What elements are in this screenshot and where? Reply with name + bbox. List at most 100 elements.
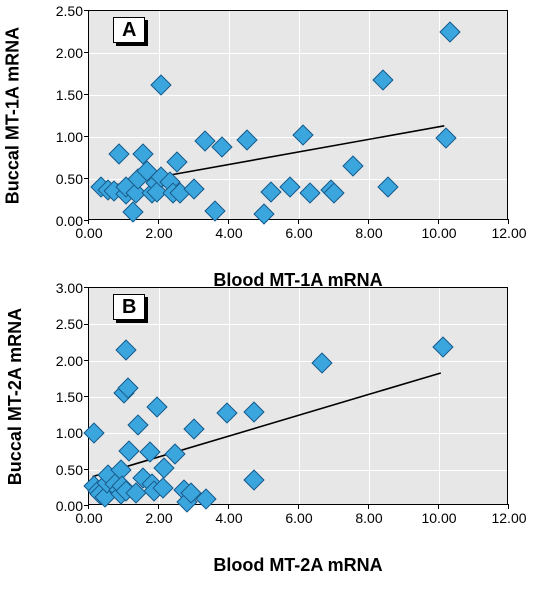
tick-x xyxy=(88,504,89,509)
tick-label-x: 0.00 xyxy=(75,510,102,526)
tick-x xyxy=(88,219,89,224)
tick-y xyxy=(84,287,89,288)
tick-y xyxy=(84,360,89,361)
data-point xyxy=(140,441,161,462)
plot-area: 0.000.501.001.502.002.500.002.004.006.00… xyxy=(88,10,508,220)
plot-area: 0.000.501.001.502.002.503.000.002.004.00… xyxy=(88,287,508,505)
gridline-h xyxy=(89,53,507,54)
scatter-panel-A: Buccal MT-1A mRNA0.000.501.001.502.002.5… xyxy=(10,10,518,275)
gridline-v xyxy=(369,11,370,219)
tick-label-y: 3.00 xyxy=(56,280,83,296)
tick-x xyxy=(508,504,509,509)
tick-label-x: 4.00 xyxy=(215,510,242,526)
tick-label-x: 6.00 xyxy=(285,225,312,241)
tick-label-x: 8.00 xyxy=(355,225,382,241)
gridline-v xyxy=(229,11,230,219)
tick-label-y: 2.50 xyxy=(56,3,83,19)
tick-label-y: 2.00 xyxy=(56,45,83,61)
data-point xyxy=(243,401,264,422)
data-point xyxy=(84,423,105,444)
tick-x xyxy=(158,219,159,224)
data-point xyxy=(166,152,187,173)
tick-x xyxy=(298,504,299,509)
data-point xyxy=(260,181,281,202)
gridline-v xyxy=(299,288,300,504)
data-point xyxy=(292,125,313,146)
gridline-h xyxy=(89,433,507,434)
y-axis-label: Buccal MT-2A mRNA xyxy=(5,288,26,506)
data-point xyxy=(253,204,274,225)
panel-badge: B xyxy=(113,294,145,320)
tick-label-x: 2.00 xyxy=(145,225,172,241)
gridline-v xyxy=(369,288,370,504)
figure: Buccal MT-1A mRNA0.000.501.001.502.002.5… xyxy=(10,10,531,560)
tick-x xyxy=(368,219,369,224)
x-axis-label: Blood MT-2A mRNA xyxy=(88,555,508,576)
panel-badge: A xyxy=(113,17,145,43)
y-axis-label: Buccal MT-1A mRNA xyxy=(3,11,24,221)
tick-label-x: 0.00 xyxy=(75,225,102,241)
data-point xyxy=(217,402,238,423)
tick-label-y: 2.00 xyxy=(56,353,83,369)
gridline-v xyxy=(439,11,440,219)
trend-line xyxy=(89,288,507,504)
data-point xyxy=(439,21,460,42)
data-point xyxy=(115,340,136,361)
data-point xyxy=(299,183,320,204)
tick-label-y: 0.50 xyxy=(56,462,83,478)
tick-x xyxy=(438,504,439,509)
tick-x xyxy=(228,219,229,224)
tick-label-x: 10.00 xyxy=(421,225,456,241)
tick-x xyxy=(438,219,439,224)
scatter-panel-B: Buccal MT-2A mRNA0.000.501.001.502.002.5… xyxy=(10,287,518,560)
data-point xyxy=(108,143,129,164)
tick-label-x: 12.00 xyxy=(491,510,526,526)
tick-label-x: 4.00 xyxy=(215,225,242,241)
data-point xyxy=(127,414,148,435)
tick-y xyxy=(84,52,89,53)
tick-x xyxy=(298,219,299,224)
data-point xyxy=(183,418,204,439)
tick-y xyxy=(84,10,89,11)
tick-x xyxy=(508,219,509,224)
gridline-h xyxy=(89,470,507,471)
tick-y xyxy=(84,136,89,137)
tick-x xyxy=(368,504,369,509)
data-point xyxy=(372,69,393,90)
data-point xyxy=(194,131,215,152)
tick-label-x: 2.00 xyxy=(145,510,172,526)
data-point xyxy=(133,143,154,164)
data-point xyxy=(119,440,140,461)
data-point xyxy=(243,469,264,490)
tick-label-x: 12.00 xyxy=(491,225,526,241)
gridline-h xyxy=(89,361,507,362)
tick-label-y: 0.50 xyxy=(56,171,83,187)
gridline-v xyxy=(439,288,440,504)
gridline-h xyxy=(89,324,507,325)
data-point xyxy=(311,352,332,373)
data-point xyxy=(204,200,225,221)
tick-label-y: 1.00 xyxy=(56,425,83,441)
tick-y xyxy=(84,469,89,470)
data-point xyxy=(432,336,453,357)
tick-label-x: 6.00 xyxy=(285,510,312,526)
data-point xyxy=(150,74,171,95)
tick-label-x: 8.00 xyxy=(355,510,382,526)
gridline-h xyxy=(89,95,507,96)
tick-x xyxy=(158,504,159,509)
tick-label-x: 10.00 xyxy=(421,510,456,526)
tick-label-y: 1.50 xyxy=(56,87,83,103)
gridline-v xyxy=(229,288,230,504)
data-point xyxy=(343,156,364,177)
tick-y xyxy=(84,94,89,95)
tick-y xyxy=(84,178,89,179)
data-point xyxy=(236,129,257,150)
tick-label-y: 1.00 xyxy=(56,129,83,145)
tick-y xyxy=(84,324,89,325)
tick-label-y: 1.50 xyxy=(56,389,83,405)
tick-x xyxy=(228,504,229,509)
tick-label-y: 2.50 xyxy=(56,316,83,332)
tick-y xyxy=(84,396,89,397)
data-point xyxy=(147,397,168,418)
gridline-h xyxy=(89,397,507,398)
